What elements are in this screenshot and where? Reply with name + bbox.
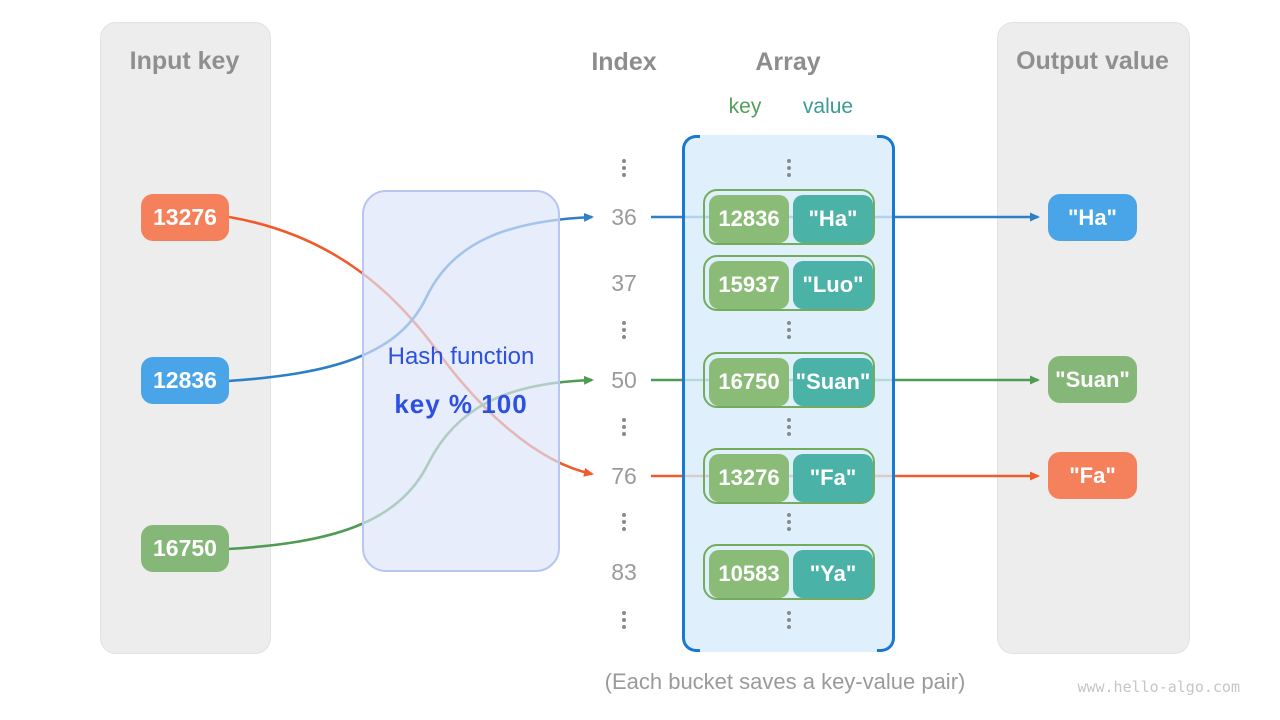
vertical-ellipsis-icon <box>787 321 791 325</box>
index-83: 83 <box>611 559 637 585</box>
output-panel-title: Output value <box>1016 47 1169 75</box>
bucket-value: "Ya" <box>793 550 873 598</box>
bucket-value: "Suan" <box>793 358 873 406</box>
bucket-value: "Luo" <box>793 261 873 309</box>
vertical-ellipsis-icon <box>787 159 791 163</box>
bucket-key: 16750 <box>709 358 789 406</box>
vertical-ellipsis-icon <box>787 513 791 517</box>
diagram-caption: (Each bucket saves a key-value pair) <box>604 669 966 694</box>
index-37: 37 <box>611 270 637 296</box>
input-key-16750: 16750 <box>141 525 229 572</box>
index-column-title: Index <box>591 48 657 76</box>
index-36: 36 <box>611 204 637 230</box>
hash-function-title: Hash function <box>387 343 535 370</box>
vertical-ellipsis-icon <box>622 321 626 325</box>
watermark: www.hello-algo.com <box>1077 678 1240 696</box>
array-bracket-right <box>877 135 895 652</box>
array-bracket-left <box>682 135 700 652</box>
bucket-key: 15937 <box>709 261 789 309</box>
bucket-row: 13276 "Fa" <box>703 448 875 504</box>
vertical-ellipsis-icon <box>622 418 626 422</box>
bucket-key: 10583 <box>709 550 789 598</box>
bucket-row: 12836 "Ha" <box>703 189 875 245</box>
input-panel-title: Input key <box>129 47 240 75</box>
vertical-ellipsis-icon <box>787 418 791 422</box>
output-value-suan: "Suan" <box>1048 356 1137 403</box>
input-key-12836: 12836 <box>141 357 229 404</box>
bucket-key: 12836 <box>709 195 789 243</box>
bucket-key: 13276 <box>709 454 789 502</box>
output-value-ha: "Ha" <box>1048 194 1137 241</box>
bucket-row: 10583 "Ya" <box>703 544 875 600</box>
index-76: 76 <box>611 463 637 489</box>
output-value-fa: "Fa" <box>1048 452 1137 499</box>
output-value-panel <box>997 22 1190 654</box>
vertical-ellipsis-icon <box>622 513 626 517</box>
bucket-row: 15937 "Luo" <box>703 255 875 311</box>
vertical-ellipsis-icon <box>622 159 626 163</box>
array-column-title: Array <box>755 48 821 76</box>
value-column-header: value <box>802 95 854 118</box>
key-column-header: key <box>728 95 762 118</box>
bucket-row: 16750 "Suan" <box>703 352 875 408</box>
input-key-13276: 13276 <box>141 194 229 241</box>
bucket-value: "Fa" <box>793 454 873 502</box>
hash-function-formula: key % 100 <box>394 389 528 419</box>
index-50: 50 <box>611 367 637 393</box>
bucket-value: "Ha" <box>793 195 873 243</box>
hash-function-box: Hash function key % 100 <box>362 190 560 572</box>
vertical-ellipsis-icon <box>787 611 791 615</box>
vertical-ellipsis-icon <box>622 611 626 615</box>
